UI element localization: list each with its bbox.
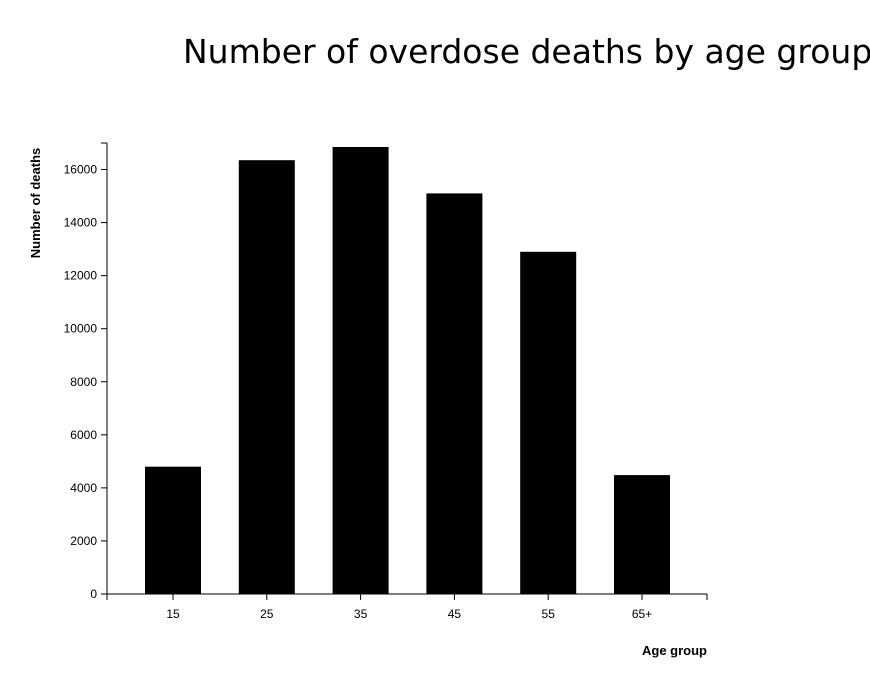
y-tick-label: 12000	[64, 269, 98, 283]
bar-45	[426, 193, 483, 594]
bar-35	[332, 147, 389, 594]
x-tick-label: 15	[166, 607, 180, 621]
y-tick-label: 14000	[64, 216, 98, 230]
y-tick-label: 6000	[70, 428, 97, 442]
chart-title: Number of overdose deaths by age group	[183, 32, 870, 71]
x-tick-label: 35	[354, 607, 368, 621]
y-tick-label: 0	[90, 587, 97, 601]
y-tick-label: 10000	[64, 322, 98, 336]
x-tick-label: 25	[260, 607, 274, 621]
bar-55	[520, 251, 577, 595]
bars-group	[145, 147, 670, 595]
x-axis: 15 25 35 45 55 65+	[106, 593, 708, 621]
x-tick-label: 45	[448, 607, 462, 621]
y-tick-label: 2000	[70, 534, 97, 548]
x-tick-label: 65+	[632, 607, 652, 621]
y-tick-label: 8000	[70, 375, 97, 389]
y-tick-label: 4000	[70, 481, 97, 495]
y-axis: 0 2000 4000 6000 8000 10000 12000 14000 16000	[64, 142, 108, 601]
bar-15	[145, 466, 201, 594]
y-tick-label: 16000	[64, 163, 98, 177]
bar-25	[238, 160, 295, 594]
y-axis-title: Number of deaths	[28, 148, 43, 259]
bar-65+	[614, 475, 670, 594]
x-tick-label: 55	[542, 607, 556, 621]
x-axis-title: Age group	[642, 643, 707, 658]
